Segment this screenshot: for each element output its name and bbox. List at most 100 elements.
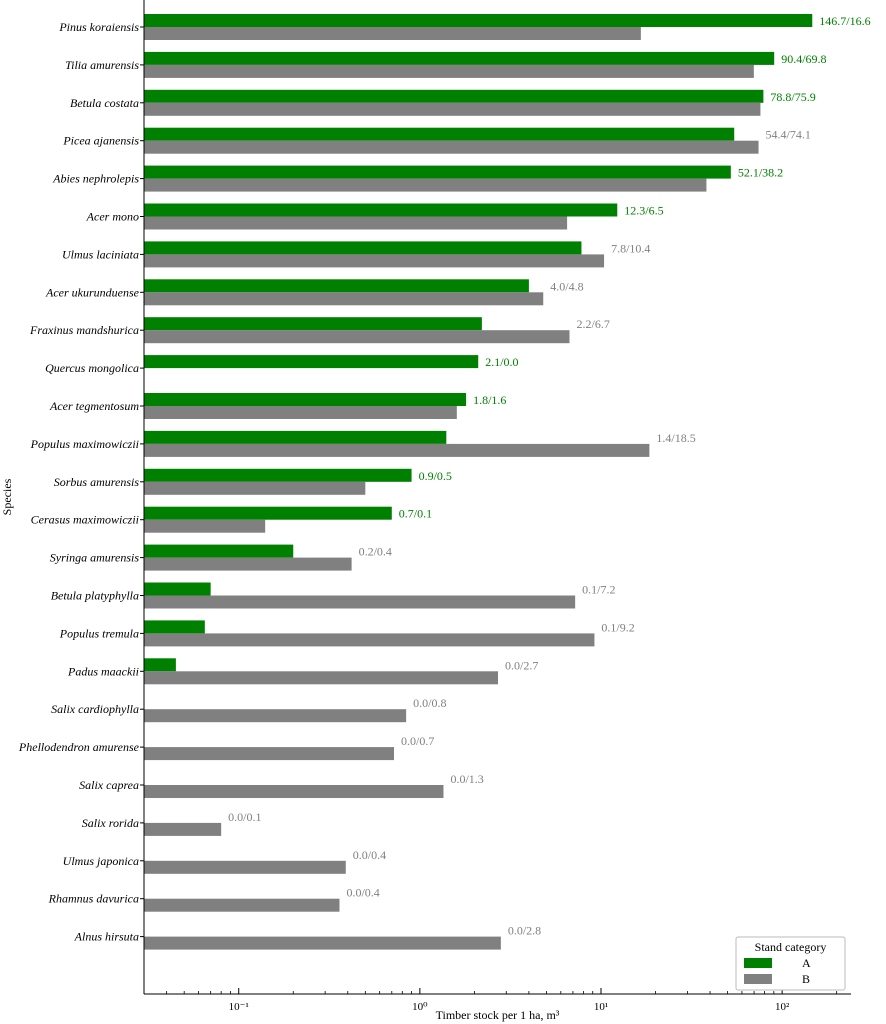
bar-a-tilia-amurensis bbox=[144, 51, 775, 65]
bar-b-betula-costata bbox=[144, 102, 761, 116]
species-label-cerasus-maximowiczii: Cerasus maximowiczii bbox=[31, 513, 139, 527]
bar-a-ulmus-laciniata bbox=[144, 241, 582, 255]
species-label-rhamnus-davurica: Rhamnus davurica bbox=[48, 892, 139, 906]
x-axis-title: Timber stock per 1 ha, m³ bbox=[436, 1008, 560, 1022]
species-label-populus-maximowiczii: Populus maximowiczii bbox=[30, 437, 139, 451]
labels-layer: Pinus koraiensis 146.7/16.6 Tilia amurensi… bbox=[18, 14, 871, 944]
bar-a-acer-tegmentosum bbox=[144, 393, 467, 406]
value-label-abies-nephrolepis: 52.1/38.2 bbox=[738, 166, 783, 180]
bar-b-phellodendron-amurense bbox=[144, 747, 395, 761]
bar-b-populus-tremula bbox=[144, 633, 595, 647]
value-label-rhamnus-davurica: 0.0/0.4 bbox=[346, 886, 379, 900]
bar-b-pinus-koraiensis bbox=[144, 27, 641, 40]
bar-b-abies-nephrolepis bbox=[144, 178, 707, 192]
bar-b-cerasus-maximowiczii bbox=[144, 519, 266, 533]
species-label-ulmus-japonica: Ulmus japonica bbox=[63, 854, 139, 868]
y-axis-title: Species bbox=[0, 478, 14, 515]
bar-a-fraxinus-mandshurica bbox=[144, 317, 482, 331]
value-label-acer-ukurunduense: 4.0/4.8 bbox=[550, 279, 583, 293]
bar-b-betula-platyphylla bbox=[144, 595, 576, 609]
value-label-acer-mono: 12.3/6.5 bbox=[624, 204, 663, 218]
value-label-padus-maackii: 0.0/2.7 bbox=[505, 658, 538, 672]
bar-a-sorbus-amurensis bbox=[144, 468, 412, 482]
bar-a-picea-ajanensis bbox=[144, 127, 735, 141]
bar-b-salix-cardiophylla bbox=[144, 709, 407, 723]
species-label-salix-caprea: Salix caprea bbox=[79, 778, 139, 792]
legend-label-b: B bbox=[802, 972, 810, 986]
legend: Stand category A B bbox=[735, 936, 846, 991]
species-label-acer-ukurunduense: Acer ukurunduense bbox=[45, 285, 140, 299]
x-tick-label: 10⁰ bbox=[412, 1001, 428, 1013]
species-label-sorbus-amurensis: Sorbus amurensis bbox=[54, 475, 140, 489]
bar-b-sorbus-amurensis bbox=[144, 481, 366, 495]
species-label-salix-rorida: Salix rorida bbox=[82, 816, 139, 830]
x-tick-label: 10⁻¹ bbox=[229, 1001, 249, 1013]
value-label-fraxinus-mandshurica: 2.2/6.7 bbox=[576, 317, 609, 331]
value-label-picea-ajanensis: 54.4/74.1 bbox=[766, 128, 811, 142]
bar-a-quercus-mongolica bbox=[144, 355, 479, 369]
species-label-acer-tegmentosum: Acer tegmentosum bbox=[49, 399, 139, 413]
bar-a-syringa-amurensis bbox=[144, 544, 294, 558]
bar-b-ulmus-laciniata bbox=[144, 254, 605, 268]
bar-b-picea-ajanensis bbox=[144, 140, 759, 154]
value-label-populus-tremula: 0.1/9.2 bbox=[601, 620, 634, 634]
bar-b-syringa-amurensis bbox=[144, 557, 352, 571]
legend-swatch-a bbox=[744, 958, 772, 968]
bar-b-populus-maximowiczii bbox=[144, 443, 650, 457]
species-label-populus-tremula: Populus tremula bbox=[59, 626, 139, 640]
bar-a-acer-ukurunduense bbox=[144, 279, 529, 293]
bars-layer bbox=[144, 14, 813, 950]
species-label-phellodendron-amurense: Phellodendron amurense bbox=[18, 740, 140, 754]
bar-b-acer-mono bbox=[144, 216, 568, 230]
species-label-ulmus-laciniata: Ulmus laciniata bbox=[62, 247, 139, 261]
axes-layer: 10⁻¹ 10⁰ 10¹ 10² bbox=[140, 0, 851, 1013]
value-label-alnus-hirsuta: 0.0/2.8 bbox=[508, 924, 541, 938]
value-label-tilia-amurensis: 90.4/69.8 bbox=[781, 52, 826, 66]
value-label-sorbus-amurensis: 0.9/0.5 bbox=[419, 469, 452, 483]
bar-a-populus-maximowiczii bbox=[144, 430, 447, 444]
value-label-ulmus-laciniata: 7.8/10.4 bbox=[611, 241, 650, 255]
x-tick-label: 10² bbox=[775, 1001, 790, 1013]
bar-b-ulmus-japonica bbox=[144, 860, 346, 874]
bar-a-padus-maackii bbox=[144, 658, 176, 672]
bar-a-betula-platyphylla bbox=[144, 582, 211, 596]
x-tick-label: 10¹ bbox=[594, 1001, 608, 1013]
species-label-syringa-amurensis: Syringa amurensis bbox=[50, 551, 140, 565]
species-label-picea-ajanensis: Picea ajanensis bbox=[62, 134, 139, 148]
value-label-quercus-mongolica: 2.1/0.0 bbox=[485, 355, 518, 369]
species-label-salix-cardiophylla: Salix cardiophylla bbox=[51, 702, 139, 716]
value-label-salix-rorida: 0.0/0.1 bbox=[228, 810, 261, 824]
species-label-abies-nephrolepis: Abies nephrolepis bbox=[52, 172, 139, 186]
bar-a-acer-mono bbox=[144, 203, 618, 217]
value-label-ulmus-japonica: 0.0/0.4 bbox=[353, 848, 386, 862]
species-label-betula-costata: Betula costata bbox=[70, 96, 139, 110]
species-label-quercus-mongolica: Quercus mongolica bbox=[45, 361, 139, 375]
legend-title: Stand category bbox=[755, 940, 827, 954]
legend-swatch-b bbox=[744, 974, 772, 984]
value-label-phellodendron-amurense: 0.0/0.7 bbox=[401, 734, 434, 748]
species-label-pinus-koraiensis: Pinus koraiensis bbox=[58, 20, 139, 34]
bar-b-padus-maackii bbox=[144, 671, 498, 685]
value-label-pinus-koraiensis: 146.7/16.6 bbox=[819, 14, 870, 28]
species-label-padus-maackii: Padus maackii bbox=[67, 664, 139, 678]
bar-b-tilia-amurensis bbox=[144, 64, 754, 78]
value-label-acer-tegmentosum: 1.8/1.6 bbox=[473, 393, 506, 407]
value-label-populus-maximowiczii: 1.4/18.5 bbox=[656, 431, 695, 445]
species-label-acer-mono: Acer mono bbox=[86, 210, 139, 224]
bar-b-rhamnus-davurica bbox=[144, 898, 340, 912]
legend-label-a: A bbox=[802, 956, 811, 970]
value-label-salix-cardiophylla: 0.0/0.8 bbox=[413, 696, 446, 710]
bar-b-acer-ukurunduense bbox=[144, 292, 544, 306]
species-label-tilia-amurensis: Tilia amurensis bbox=[65, 58, 139, 72]
bar-b-alnus-hirsuta bbox=[144, 936, 501, 950]
value-label-betula-costata: 78.8/75.9 bbox=[770, 90, 815, 104]
bar-a-cerasus-maximowiczii bbox=[144, 506, 392, 520]
species-label-fraxinus-mandshurica: Fraxinus mandshurica bbox=[29, 323, 139, 337]
value-label-betula-platyphylla: 0.1/7.2 bbox=[582, 583, 615, 597]
species-label-betula-platyphylla: Betula platyphylla bbox=[51, 589, 139, 603]
value-label-salix-caprea: 0.0/1.3 bbox=[450, 772, 483, 786]
bar-b-acer-tegmentosum bbox=[144, 406, 457, 419]
bar-b-salix-caprea bbox=[144, 785, 444, 798]
value-label-cerasus-maximowiczii: 0.7/0.1 bbox=[399, 507, 432, 521]
